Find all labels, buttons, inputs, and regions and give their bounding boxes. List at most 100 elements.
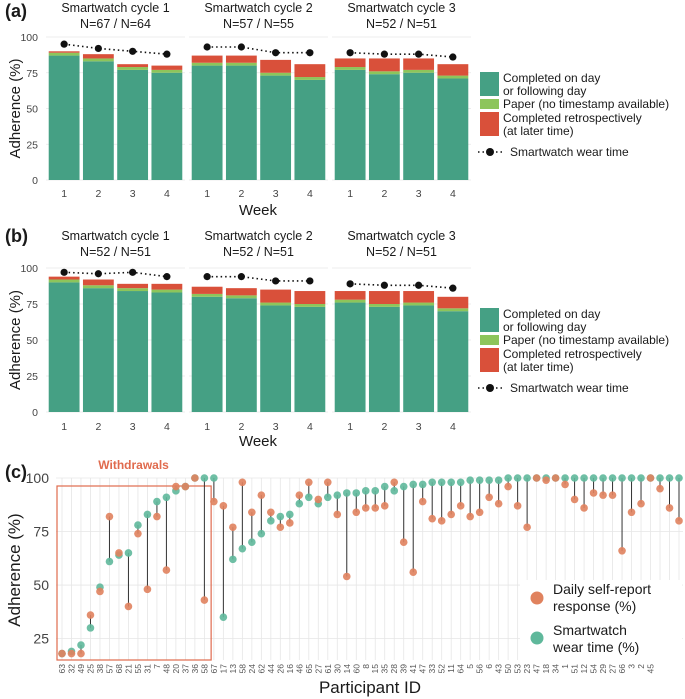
participant-id-label: 24 bbox=[247, 664, 257, 674]
participant-id-label: 51 bbox=[570, 664, 580, 674]
participant-id-label: 54 bbox=[589, 664, 599, 674]
self-report-point bbox=[580, 504, 588, 512]
legend-label: Smartwatch bbox=[553, 622, 627, 638]
legend-key-smartwatch bbox=[530, 631, 544, 645]
participant-id-label: 21 bbox=[123, 664, 133, 674]
x-tick-label: 1 bbox=[61, 188, 67, 200]
participant-id-label: 8 bbox=[361, 664, 371, 669]
smartwatch-point bbox=[124, 549, 133, 557]
smartwatch-point bbox=[86, 624, 95, 632]
facet-cycle-3: Smartwatch cycle 3 N=52 / N=51 1 2 3 4 bbox=[332, 1, 471, 200]
wear-time-line bbox=[64, 43, 167, 55]
self-report-point bbox=[599, 491, 607, 499]
smartwatch-point bbox=[561, 474, 569, 482]
bar-segment-paper bbox=[403, 69, 435, 73]
smartwatch-point bbox=[409, 480, 418, 489]
participant-id-label: 29 bbox=[598, 664, 608, 674]
smartwatch-point bbox=[162, 493, 171, 502]
bar-segment-retrospective bbox=[48, 51, 80, 53]
participant-id-label: 6 bbox=[484, 664, 494, 669]
smartwatch-point bbox=[305, 493, 313, 502]
smartwatch-point bbox=[333, 491, 342, 499]
smartwatch-point bbox=[153, 497, 161, 506]
self-report-point bbox=[637, 499, 645, 508]
participant-id-label: 13 bbox=[228, 664, 238, 674]
bar-segment-completed bbox=[294, 306, 326, 412]
participant-id-label: 20 bbox=[171, 664, 181, 674]
participant-id-label: 1 bbox=[560, 664, 570, 669]
bar-segment-completed bbox=[403, 305, 435, 412]
facet-title: Smartwatch cycle 3 bbox=[347, 229, 455, 243]
self-report-point bbox=[399, 538, 408, 547]
smartwatch-point bbox=[143, 510, 152, 519]
wear-time-point bbox=[415, 281, 423, 289]
x-tick-label: 1 bbox=[204, 421, 210, 433]
legend-key-wear-point bbox=[486, 148, 494, 156]
bar-segment-retrospective bbox=[225, 55, 257, 63]
participant-id-label: 67 bbox=[209, 664, 219, 674]
y-tick-label: 50 bbox=[33, 577, 49, 593]
facet-subtitle: N=52 / N=51 bbox=[366, 245, 437, 259]
legend-label: wear time (%) bbox=[552, 639, 639, 655]
participant-id-label: 47 bbox=[418, 664, 428, 674]
bar-segment-retrospective bbox=[117, 283, 149, 289]
participant-id-label: 33 bbox=[427, 664, 437, 674]
wear-time-point bbox=[449, 53, 457, 61]
wear-time-point bbox=[203, 273, 211, 281]
x-tick-label: 3 bbox=[130, 421, 136, 433]
bar-segment-retrospective bbox=[191, 55, 223, 63]
participant-id-label: 12 bbox=[579, 664, 589, 674]
wear-time-point bbox=[380, 281, 388, 289]
self-report-point bbox=[333, 510, 342, 519]
self-report-point bbox=[124, 602, 133, 611]
self-report-point bbox=[143, 585, 152, 594]
bar-segment-completed bbox=[117, 69, 149, 180]
self-report-point bbox=[418, 497, 427, 506]
legend-label: response (%) bbox=[553, 598, 636, 614]
y-tick-label: 75 bbox=[26, 68, 38, 80]
x-tick-label: 1 bbox=[347, 421, 353, 433]
legend-label: (at later time) bbox=[503, 124, 574, 138]
participant-id-label: 23 bbox=[522, 664, 532, 674]
self-report-point bbox=[238, 478, 247, 487]
y-tick-label: 25 bbox=[33, 631, 49, 647]
participant-id-label: 53 bbox=[513, 664, 523, 674]
self-report-point bbox=[390, 478, 399, 487]
self-report-point bbox=[305, 478, 313, 487]
smartwatch-point bbox=[475, 476, 484, 484]
smartwatch-point bbox=[656, 474, 664, 482]
smartwatch-point bbox=[286, 510, 294, 519]
participant-id-label: 26 bbox=[275, 664, 285, 674]
bar-segment-completed bbox=[437, 311, 469, 412]
participant-id-label: 50 bbox=[503, 664, 513, 674]
x-tick-label: 4 bbox=[450, 188, 456, 200]
self-report-point bbox=[627, 508, 636, 517]
self-report-point bbox=[551, 474, 560, 482]
smartwatch-point bbox=[267, 517, 275, 525]
wear-time-point bbox=[272, 277, 280, 285]
panel-label: (a) bbox=[5, 1, 27, 21]
self-report-point bbox=[134, 529, 142, 538]
bar-segment-retrospective bbox=[403, 58, 435, 70]
self-report-point bbox=[523, 523, 531, 532]
participant-id-label: 64 bbox=[456, 664, 466, 674]
self-report-point bbox=[323, 478, 332, 487]
self-report-point bbox=[589, 489, 598, 497]
smartwatch-point bbox=[627, 474, 636, 482]
self-report-point bbox=[295, 491, 304, 499]
bar-segment-paper bbox=[82, 58, 114, 62]
wear-time-point bbox=[163, 50, 171, 58]
bar-segment-completed bbox=[82, 288, 114, 412]
legend-key-completed bbox=[480, 308, 499, 332]
smartwatch-point bbox=[210, 474, 218, 482]
bar-segment-retrospective bbox=[191, 286, 223, 294]
wear-time-point bbox=[415, 50, 423, 58]
legend-label: Completed on day bbox=[503, 71, 600, 85]
smartwatch-point bbox=[589, 474, 598, 482]
self-report-point bbox=[352, 508, 361, 517]
smartwatch-point bbox=[618, 474, 626, 482]
participant-id-label: 31 bbox=[142, 664, 152, 674]
participant-id-label: 16 bbox=[285, 664, 295, 674]
participant-id-label: 34 bbox=[551, 664, 561, 674]
